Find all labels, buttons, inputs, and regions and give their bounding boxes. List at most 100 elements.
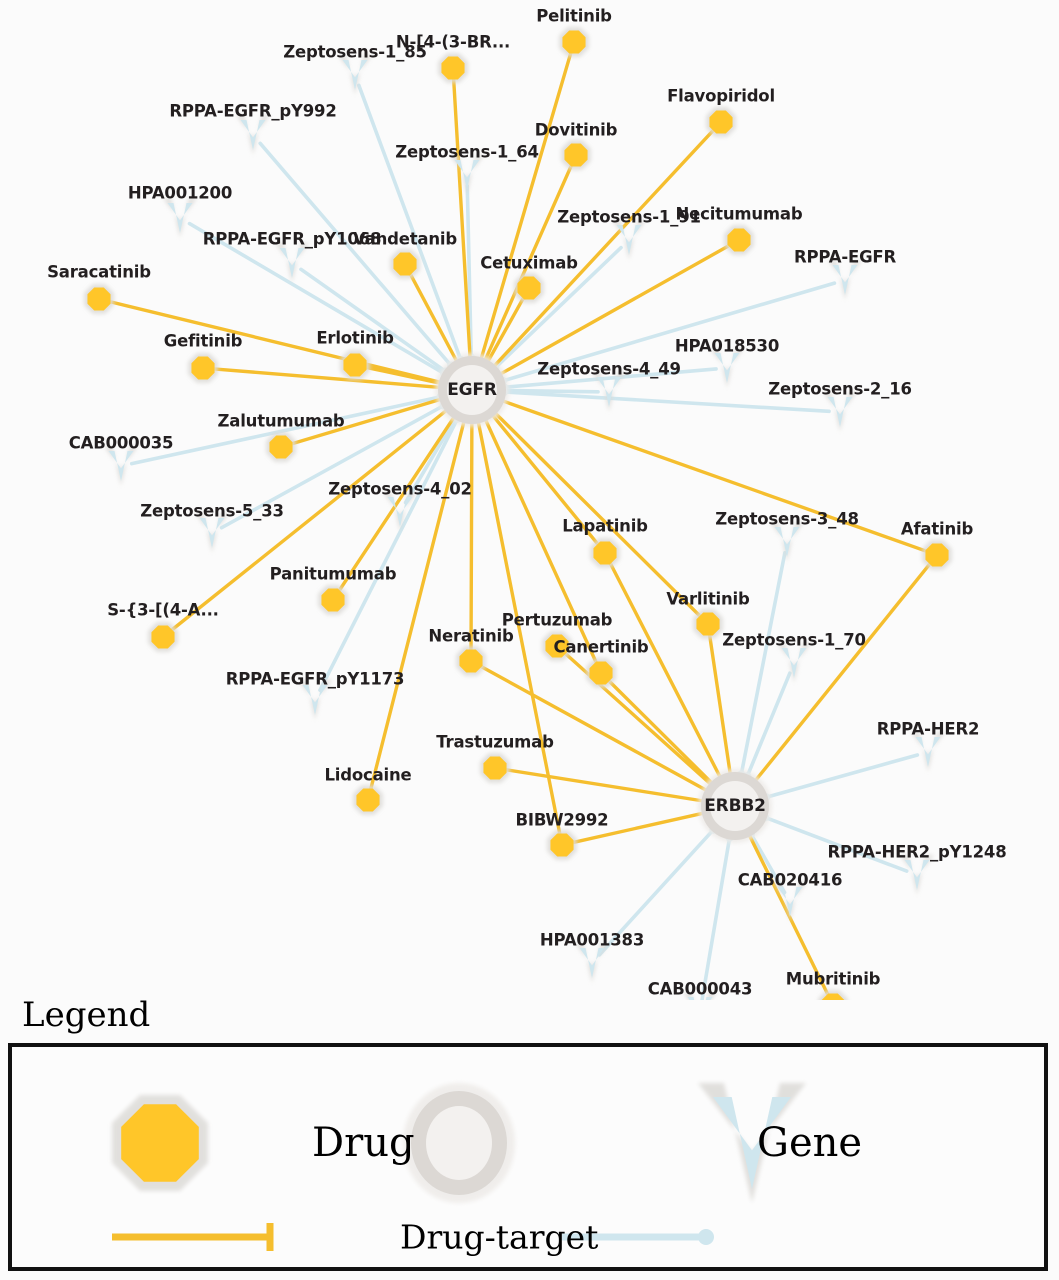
antibody-node[interactable] — [828, 260, 862, 300]
legend-title: Legend — [22, 995, 151, 1035]
antibody-node[interactable] — [770, 522, 804, 562]
drug-label: Necitumumab — [675, 204, 803, 224]
antibody-node[interactable] — [575, 943, 609, 983]
edge-dot — [502, 367, 718, 390]
node-layer — [84, 27, 952, 1000]
edge-dot — [403, 415, 458, 505]
drug-node[interactable] — [590, 538, 620, 568]
edge-bar — [504, 768, 706, 803]
drug-label: S-{3-[(4-A... — [107, 600, 219, 620]
antibody-node[interactable] — [450, 155, 484, 195]
drug-glyph — [821, 993, 845, 1000]
gene-node[interactable] — [435, 353, 509, 427]
drug-node[interactable] — [188, 353, 218, 383]
drug-glyph — [562, 30, 586, 54]
antibody-node[interactable] — [236, 115, 270, 155]
antibody-glyph — [687, 997, 713, 1000]
antibody-node[interactable] — [383, 492, 417, 532]
drug-node[interactable] — [724, 225, 754, 255]
antibody-label: CAB000035 — [68, 433, 174, 453]
antibody-node[interactable] — [275, 243, 309, 283]
drug-node[interactable] — [456, 646, 486, 676]
antibody-node[interactable] — [900, 855, 934, 895]
edge-dot — [502, 388, 600, 394]
antibody-node[interactable] — [683, 992, 717, 1000]
legend-label-drug-target: Drug-target — [400, 1217, 599, 1257]
antibody-glyph — [832, 265, 858, 295]
antibody-label: RPPA-EGFR — [794, 247, 896, 267]
drug-node[interactable] — [818, 990, 848, 1000]
drug-node[interactable] — [542, 631, 572, 661]
antibody-node[interactable] — [338, 55, 372, 95]
drug-label: Gefitinib — [163, 331, 243, 351]
antibody-node[interactable] — [592, 372, 626, 412]
drug-glyph — [709, 110, 733, 134]
drug-node[interactable] — [547, 830, 577, 860]
edge-bar — [707, 633, 733, 777]
antibody-node[interactable] — [773, 882, 807, 922]
antibody-node[interactable] — [104, 446, 138, 486]
drug-node[interactable] — [148, 622, 178, 652]
drug-node[interactable] — [706, 107, 736, 137]
edge-bar — [469, 420, 474, 652]
edge-dot — [258, 141, 453, 368]
antibody-glyph — [108, 451, 134, 481]
drug-label: BIBW2992 — [515, 810, 609, 830]
drug-glyph — [356, 788, 380, 812]
drug-node[interactable] — [922, 540, 952, 570]
drug-label: Cetuximab — [480, 253, 578, 273]
drug-node[interactable] — [586, 658, 616, 688]
drug-node[interactable] — [340, 350, 370, 380]
drug-node[interactable] — [693, 609, 723, 639]
edge-bar — [212, 367, 442, 390]
legend-canvas — [111, 1083, 806, 1251]
drug-node[interactable] — [480, 753, 510, 783]
drug-node[interactable] — [438, 53, 468, 83]
drug-node[interactable] — [559, 27, 589, 57]
edge-bar — [483, 417, 599, 665]
antibody-label: Zeptosens-2_16 — [768, 379, 912, 399]
drug-node[interactable] — [266, 432, 296, 462]
antibody-label: Zeptosens-4_02 — [328, 479, 472, 499]
antibody-node[interactable] — [823, 392, 857, 432]
drug-glyph — [343, 353, 367, 377]
edge-bar — [500, 399, 929, 554]
antibody-node[interactable] — [777, 643, 811, 683]
antibody-glyph — [714, 353, 740, 383]
antibody-glyph — [915, 737, 941, 767]
antibody-label: RPPA-EGFR_pY1173 — [225, 669, 405, 689]
drug-glyph — [517, 276, 541, 300]
drug-node[interactable] — [84, 284, 114, 314]
antibody-glyph — [777, 887, 803, 917]
antibody-label: HPA018530 — [674, 336, 780, 356]
drug-node[interactable] — [390, 249, 420, 279]
drug-label: N-[4-(3-BR... — [395, 32, 511, 52]
antibody-label: RPPA-EGFR_pY1068 — [202, 229, 382, 249]
drug-glyph — [151, 625, 175, 649]
antibody-node[interactable] — [710, 348, 744, 388]
antibody-node[interactable] — [195, 513, 229, 553]
antibody-glyph — [827, 397, 853, 427]
antibody-node[interactable] — [163, 198, 197, 238]
antibody-node[interactable] — [612, 220, 646, 260]
legend-antibody-glyph — [713, 1097, 791, 1189]
edge-bar — [476, 419, 562, 836]
antibody-glyph — [279, 248, 305, 278]
antibody-node[interactable] — [911, 732, 945, 772]
drug-node[interactable] — [514, 273, 544, 303]
drug-node[interactable] — [353, 785, 383, 815]
drug-glyph — [925, 543, 949, 567]
gene-node[interactable] — [698, 769, 772, 843]
antibody-node[interactable] — [298, 680, 332, 720]
drug-glyph — [696, 612, 720, 636]
drug-label: Neratinib — [428, 626, 514, 646]
drug-glyph — [545, 634, 569, 658]
drug-node[interactable] — [318, 585, 348, 615]
drug-label: Erlotinib — [316, 328, 394, 348]
drug-label: Mubritinib — [785, 969, 881, 989]
drug-node[interactable] — [561, 140, 591, 170]
gene-label: EGFR — [447, 380, 497, 400]
drug-label: Varlitinib — [666, 589, 750, 609]
edge-dot — [764, 753, 920, 800]
edge-bar — [408, 272, 459, 364]
